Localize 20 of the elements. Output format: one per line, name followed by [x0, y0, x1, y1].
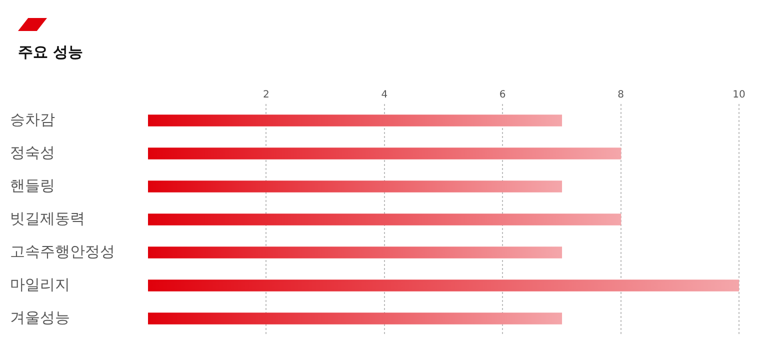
- bar: [148, 312, 562, 324]
- bar: [148, 246, 562, 258]
- x-tick-label: 4: [381, 90, 388, 101]
- x-tick-label: 8: [618, 90, 624, 101]
- bar: [148, 180, 562, 192]
- y-tick-label: 마일리지: [10, 275, 70, 294]
- y-tick-label: 고속주행안정성: [10, 242, 115, 260]
- bar: [148, 214, 622, 226]
- x-tick-label: 6: [499, 90, 506, 101]
- y-tick-label: 승차감: [10, 110, 55, 128]
- bar: [148, 114, 562, 126]
- chart-title: 주요 성능: [18, 43, 84, 62]
- y-tick-label: 겨울성능: [10, 308, 70, 326]
- y-tick-label: 핸들링: [10, 176, 55, 194]
- bar: [148, 280, 739, 292]
- x-tick-label: 2: [263, 90, 270, 101]
- y-tick-label: 정숙성: [10, 143, 55, 162]
- y-tick-label: 빗길제동력: [10, 209, 85, 228]
- bar: [148, 148, 622, 160]
- x-tick-label: 10: [732, 90, 746, 101]
